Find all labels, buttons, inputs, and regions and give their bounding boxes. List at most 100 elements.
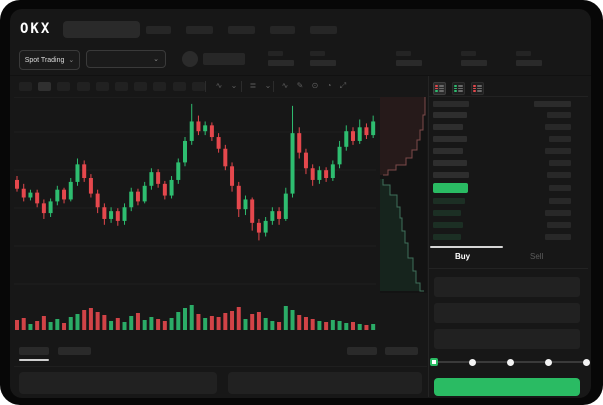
timeframe-button[interactable] (57, 82, 71, 91)
line-tool-icon[interactable]: ∿ (281, 81, 289, 90)
timeframe-button[interactable] (172, 82, 186, 91)
candle-body (162, 183, 167, 196)
fullscreen-icon[interactable]: ⤢ (339, 81, 347, 90)
timeframe-button[interactable] (76, 82, 90, 91)
candle-body (88, 178, 93, 194)
stat-label (310, 51, 325, 56)
timeframe-button[interactable] (38, 82, 52, 91)
candle-body (41, 203, 46, 214)
volume-bar (324, 322, 329, 330)
volume-bar (28, 324, 33, 330)
volume-bar (62, 323, 67, 330)
candle-body (176, 162, 181, 180)
chevron-down-icon[interactable]: ⌄ (230, 81, 238, 90)
slider-stop[interactable] (430, 358, 438, 366)
timeframe-button[interactable] (95, 82, 109, 91)
volume-bar (102, 315, 107, 330)
volume-bar (351, 322, 355, 330)
volume-bar (88, 308, 93, 330)
depth-chart (380, 97, 427, 293)
slider-stop[interactable] (544, 358, 552, 366)
depth-asks-area (380, 97, 425, 175)
candle-body (196, 121, 201, 132)
search-input[interactable] (63, 21, 140, 38)
candle-body (290, 133, 295, 194)
stat-value (310, 60, 336, 66)
orderbook-view-split-icon[interactable] (433, 82, 446, 95)
candle-body (203, 125, 208, 132)
candle-body (277, 211, 282, 219)
ask-price (433, 112, 467, 118)
volume-bar (337, 321, 342, 330)
candle-body (371, 121, 376, 136)
timeframe-button[interactable] (19, 82, 32, 91)
volume-bar (75, 314, 80, 330)
chevron-down-icon[interactable]: ⌄ (264, 81, 272, 90)
bottom-tab[interactable] (347, 347, 377, 355)
candle-body (189, 121, 194, 141)
volume-bar (183, 308, 187, 330)
volume-bar (48, 322, 53, 330)
volume-bar (209, 316, 214, 330)
bid-price (433, 222, 463, 228)
bottom-tab[interactable] (385, 347, 418, 355)
pair-selector[interactable]: ⌄ (86, 50, 166, 68)
candle-style-icon[interactable]: ≣ (249, 81, 257, 90)
timeframe-button[interactable] (115, 82, 128, 91)
candle-body (21, 188, 26, 198)
bid-price (433, 234, 461, 240)
depth-asks-line (383, 97, 426, 176)
bottom-panel[interactable] (19, 372, 217, 394)
tab-sell[interactable]: Sell (530, 252, 544, 261)
trade-input-field[interactable] (434, 277, 580, 297)
trade-input-field[interactable] (434, 329, 580, 349)
slider-stop[interactable] (468, 358, 476, 366)
nav-item[interactable] (228, 26, 255, 34)
candle-body (216, 137, 221, 149)
volume-bar (122, 322, 127, 330)
bid-amount (545, 234, 571, 240)
volume-bar (35, 321, 40, 330)
bottom-tab[interactable] (58, 347, 91, 355)
nav-item[interactable] (186, 26, 213, 34)
top-nav (146, 26, 337, 34)
nav-item[interactable] (146, 26, 171, 34)
timeframe-button[interactable] (153, 82, 167, 91)
candlestick-chart[interactable] (14, 100, 376, 295)
bottom-tab[interactable] (19, 347, 49, 355)
ask-amount (547, 112, 571, 118)
candle-body (297, 133, 302, 153)
camera-icon[interactable]: ⊙ (311, 81, 319, 90)
candle-body (68, 181, 73, 200)
buy-button[interactable] (434, 378, 580, 396)
candle-body (149, 172, 154, 186)
indicators-icon[interactable]: ∿ (215, 81, 223, 90)
volume-bar (371, 324, 376, 330)
timeframe-button[interactable] (134, 82, 148, 91)
slider-stop[interactable] (506, 358, 514, 366)
draw-icon[interactable]: ✎ (296, 81, 304, 90)
ask-amount (545, 124, 571, 130)
volume-bar (263, 318, 268, 330)
nav-item[interactable] (310, 26, 337, 34)
orderbook-col-header (433, 101, 469, 107)
trade-input-field[interactable] (434, 303, 580, 323)
tab-buy[interactable]: Buy (455, 252, 471, 261)
orderbook-view-asks-only-icon[interactable] (471, 82, 484, 95)
history-icon[interactable]: ◔ (326, 81, 332, 90)
bottom-panel[interactable] (228, 372, 422, 394)
market-type-selector[interactable]: Spot Trading ⌄ (19, 50, 80, 70)
slider-stop[interactable] (582, 358, 590, 366)
candle-body (230, 166, 235, 186)
candle-body (317, 170, 322, 180)
candle-body (351, 131, 355, 141)
bid-price (433, 210, 461, 216)
volume-bar (270, 321, 275, 330)
volume-bar (142, 320, 147, 330)
timeframe-button[interactable] (191, 82, 205, 91)
divider (273, 81, 274, 92)
volume-bar (236, 307, 241, 330)
nav-item[interactable] (270, 26, 295, 34)
orderbook-view-bids-only-icon[interactable] (452, 82, 465, 95)
